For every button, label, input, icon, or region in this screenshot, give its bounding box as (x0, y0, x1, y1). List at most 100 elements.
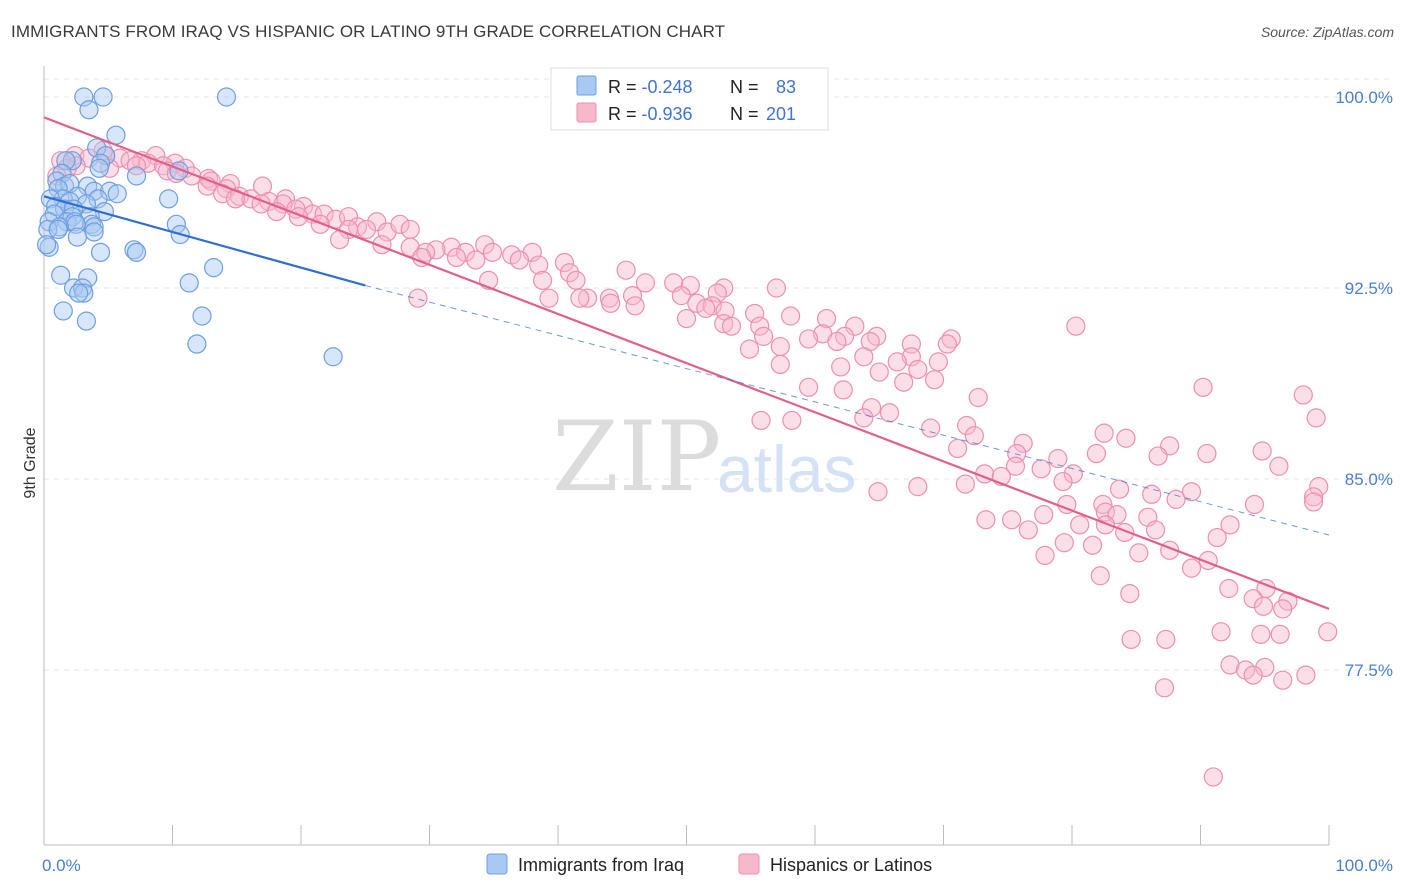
point-hispanic (367, 212, 387, 232)
point-iraq (39, 237, 59, 257)
axes (43, 66, 1330, 846)
point-iraq (76, 311, 97, 331)
point-hispanic (1094, 423, 1114, 443)
stats-n-value-hispanic: 201 (766, 104, 796, 124)
point-hispanic (707, 283, 727, 303)
point-hispanic (1243, 589, 1263, 609)
point-iraq (89, 158, 109, 178)
point-hispanic (1306, 408, 1326, 428)
point-hispanic (601, 293, 621, 313)
point-hispanic (616, 260, 636, 280)
point-hispanic (753, 326, 774, 346)
stats-row-hispanic: R = -0.936 N = 201 (576, 102, 796, 124)
stats-swatch-hispanic (576, 102, 597, 123)
point-hispanic (770, 336, 790, 357)
point-hispanic (1181, 558, 1202, 578)
tick-labels: 77.5% 85.0% 92.5% 100.0% 0.0% 100.0% (42, 88, 1393, 875)
point-hispanic (928, 352, 948, 372)
point-iraq (67, 227, 88, 247)
point-hispanic (1181, 482, 1202, 502)
point-iraq (323, 347, 343, 367)
point-hispanic (1309, 477, 1329, 497)
trend-line-iraq-extension (365, 284, 1330, 536)
point-hispanic (1193, 377, 1213, 397)
point-hispanic (408, 288, 428, 308)
point-iraq (216, 87, 237, 107)
point-hispanic (126, 156, 147, 176)
point-hispanic (1303, 492, 1324, 512)
point-hispanic (1053, 471, 1073, 492)
point-iraq (126, 166, 147, 186)
point-hispanic (798, 329, 819, 349)
point-hispanic (1156, 629, 1176, 650)
point-hispanic (1035, 545, 1055, 566)
point-hispanic (1220, 515, 1240, 535)
point-iraq (84, 222, 104, 242)
point-hispanic (314, 204, 334, 224)
point-hispanic (887, 352, 907, 372)
trend-line-hispanic (43, 116, 1330, 610)
point-hispanic (529, 255, 549, 275)
point-hispanic (739, 339, 760, 359)
bottom-legend: Immigrants from Iraq Hispanics or Latino… (486, 853, 932, 875)
point-hispanic (868, 482, 888, 502)
stats-n-label-hispanic: N = (730, 104, 759, 124)
point-iraq (81, 214, 102, 234)
point-hispanic (948, 438, 968, 459)
point-hispanic (482, 242, 503, 262)
point-hispanic (1293, 385, 1313, 405)
point-hispanic (1048, 449, 1068, 469)
point-hispanic (310, 214, 330, 234)
point-hispanic (750, 316, 770, 336)
point-hispanic (1154, 678, 1175, 698)
y-tick-label: 77.5% (1345, 661, 1393, 680)
stats-r-label-iraq: R = (608, 77, 642, 97)
point-hispanic (1220, 655, 1240, 675)
point-hispanic (941, 329, 961, 349)
y-axis-title: 9th Grade (22, 427, 39, 498)
point-iraq (90, 242, 111, 262)
point-hispanic (1243, 665, 1263, 685)
point-hispanic (1121, 629, 1141, 650)
scatter-points (36, 87, 1338, 787)
point-hispanic (1303, 487, 1324, 507)
point-hispanic (1034, 505, 1054, 525)
point-hispanic (1066, 316, 1086, 336)
point-hispanic (416, 242, 436, 262)
point-hispanic (1090, 566, 1110, 586)
point-hispanic (441, 237, 461, 257)
point-hispanic (751, 410, 771, 431)
point-hispanic (721, 316, 742, 336)
point-hispanic (964, 426, 984, 446)
point-hispanic (1251, 624, 1271, 644)
point-hispanic (854, 408, 874, 428)
trend-line-iraq (43, 195, 366, 287)
point-iraq (159, 189, 179, 209)
svg-text:R = -0.936: R = -0.936 (608, 104, 693, 124)
point-hispanic (99, 158, 120, 178)
point-hispanic (566, 270, 586, 290)
point-iraq (53, 301, 73, 321)
point-hispanic (1086, 443, 1107, 464)
point-hispanic (1166, 489, 1186, 509)
point-hispanic (356, 219, 377, 240)
point-hispanic (957, 415, 977, 436)
svg-text:R = -0.248: R = -0.248 (608, 77, 693, 97)
point-hispanic (782, 410, 802, 431)
watermark-atlas: atlas (717, 432, 856, 506)
point-hispanic (625, 296, 645, 316)
stats-n-label-iraq: N = (730, 77, 759, 97)
point-hispanic (1207, 527, 1227, 548)
point-hispanic (1002, 510, 1022, 530)
point-hispanic (879, 403, 900, 423)
point-hispanic (1018, 520, 1038, 540)
point-hispanic (1109, 479, 1130, 499)
point-hispanic (937, 334, 957, 354)
point-iraq (204, 258, 224, 278)
point-hispanic (833, 380, 853, 400)
point-iraq (78, 268, 98, 288)
x-tick-label: 0.0% (42, 856, 81, 875)
point-hispanic (861, 398, 882, 418)
point-hispanic (577, 288, 598, 308)
y-tick-label: 100.0% (1335, 88, 1393, 107)
